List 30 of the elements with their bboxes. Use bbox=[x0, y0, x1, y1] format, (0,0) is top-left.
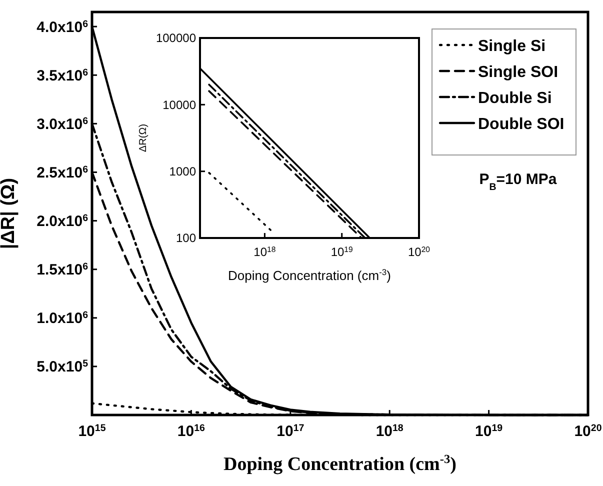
legend-label: Double SOI bbox=[478, 116, 564, 133]
y-tick-label: 100000 bbox=[156, 31, 196, 46]
x-axis-title: Doping Concentration (cm$^{-3}$) bbox=[223, 452, 457, 475]
y-tick-label: 10000 bbox=[162, 98, 196, 112]
y-tick-label: 1.5x10$^{6}$ bbox=[36, 261, 89, 279]
y-tick-label: 4.0x10$^{6}$ bbox=[36, 18, 89, 36]
y-tick-label: 1000 bbox=[169, 164, 196, 179]
y-tick-label: 5.0x10$^{5}$ bbox=[36, 358, 89, 376]
x-tick-label: 10$^{20}$ bbox=[574, 422, 602, 440]
y-tick-label: 3.5x10$^{6}$ bbox=[36, 66, 89, 84]
x-tick-label: 10$^{15}$ bbox=[78, 422, 106, 440]
x-tick-label: 10$^{20}$ bbox=[408, 244, 431, 259]
x-tick-label: 10$^{16}$ bbox=[177, 422, 206, 440]
x-axis-title: Doping Concentration (cm$^{-3}$) bbox=[228, 267, 391, 283]
legend-label: Single SOI bbox=[478, 64, 558, 81]
x-tick-label: 10$^{18}$ bbox=[376, 422, 404, 440]
x-tick-label: 10$^{19}$ bbox=[330, 244, 353, 259]
x-tick-label: 10$^{18}$ bbox=[254, 244, 276, 259]
y-tick-label: 100 bbox=[176, 231, 196, 246]
legend-label: Double Si bbox=[478, 90, 552, 107]
y-tick-label: 1.0x10$^{6}$ bbox=[36, 310, 89, 328]
y-tick-label: 3.0x10$^{6}$ bbox=[36, 115, 89, 133]
annotation: P$_{B}$=10 MPa bbox=[479, 171, 558, 192]
legend-label: Single Si bbox=[478, 38, 546, 55]
y-tick-label: 2.0x10$^{6}$ bbox=[36, 212, 89, 230]
y-axis-title: ΔR(Ω) bbox=[138, 124, 149, 152]
x-tick-label: 10$^{19}$ bbox=[475, 422, 504, 440]
y-axis-title: |ΔR| (Ω) bbox=[0, 178, 19, 250]
x-tick-label: 10$^{17}$ bbox=[276, 422, 304, 440]
y-tick-label: 2.5x10$^{6}$ bbox=[36, 164, 89, 182]
